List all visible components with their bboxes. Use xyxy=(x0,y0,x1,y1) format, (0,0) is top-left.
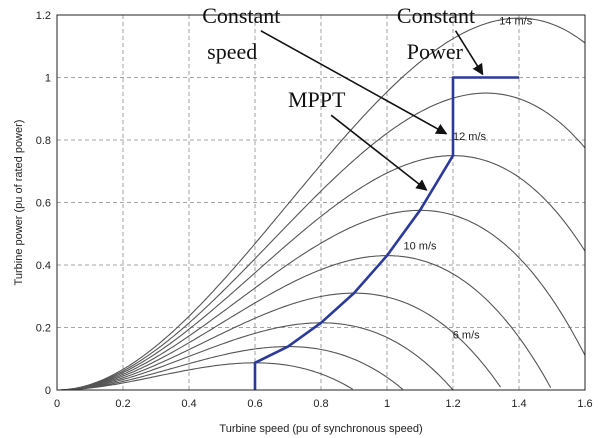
x-tick-label: 0 xyxy=(54,398,60,410)
wind-curve xyxy=(57,155,586,391)
wind-speed-label: 10 m/s xyxy=(403,240,437,252)
wind-curve xyxy=(57,362,353,391)
wind-curve xyxy=(57,255,552,391)
grid xyxy=(57,15,585,390)
curve-labels: 6 m/s 10 m/s 12 m/s 14 m/s xyxy=(403,15,532,341)
wind-speed-label: 6 m/s xyxy=(453,329,480,341)
x-tick-label: 1.4 xyxy=(511,398,526,410)
y-tick-label: 0 xyxy=(45,385,51,397)
plot-frame xyxy=(56,14,586,391)
wind-speed-label: 14 m/s xyxy=(499,15,533,27)
wind-curve xyxy=(57,322,454,391)
y-tick-label: 1.2 xyxy=(36,10,51,22)
x-axis-label: Turbine speed (pu of synchronous speed) xyxy=(219,423,422,435)
y-tick-label: 0.2 xyxy=(36,323,51,335)
wind-curve xyxy=(57,209,586,391)
y-axis-label: Turbine power (pu of rated power) xyxy=(13,120,25,286)
control-strategy-line xyxy=(253,76,519,390)
wind-curve xyxy=(57,292,501,391)
annotation-text: MPPT xyxy=(288,87,346,112)
x-tick-label: 0.2 xyxy=(115,398,130,410)
annotation-text: Constant xyxy=(397,3,475,28)
x-tick-label: 1.2 xyxy=(445,398,460,410)
annotations: Constant speed Constant Power MPPT xyxy=(202,3,484,191)
x-tick-label: 1 xyxy=(384,398,390,410)
wind-curve xyxy=(57,346,404,391)
wind-speed-label: 12 m/s xyxy=(453,131,487,143)
y-tick-label: 0.6 xyxy=(36,198,51,210)
annotation-text: Constant xyxy=(202,3,280,28)
annotation-text: speed xyxy=(207,39,257,64)
annotation-text: Power xyxy=(407,39,464,64)
annotation-arrow xyxy=(454,30,484,76)
annotation-arrow xyxy=(260,30,448,135)
annotation-arrow xyxy=(330,114,428,191)
wind-curve xyxy=(57,17,586,391)
tick-labels: 0 0.2 0.4 0.6 0.8 1 1.2 1.4 1.6 0 0.2 0.4 0.6 0.8 1 1.2 xyxy=(36,10,593,410)
y-tick-label: 1 xyxy=(45,73,51,85)
x-tick-label: 1.6 xyxy=(577,398,592,410)
y-tick-label: 0.4 xyxy=(36,260,51,272)
x-tick-label: 0.4 xyxy=(181,398,196,410)
control-path xyxy=(253,76,519,390)
wind-curve xyxy=(57,92,586,391)
y-tick-label: 0.8 xyxy=(36,135,51,147)
x-tick-label: 0.8 xyxy=(313,398,328,410)
wind-curves xyxy=(57,17,586,391)
x-tick-label: 0.6 xyxy=(247,398,262,410)
